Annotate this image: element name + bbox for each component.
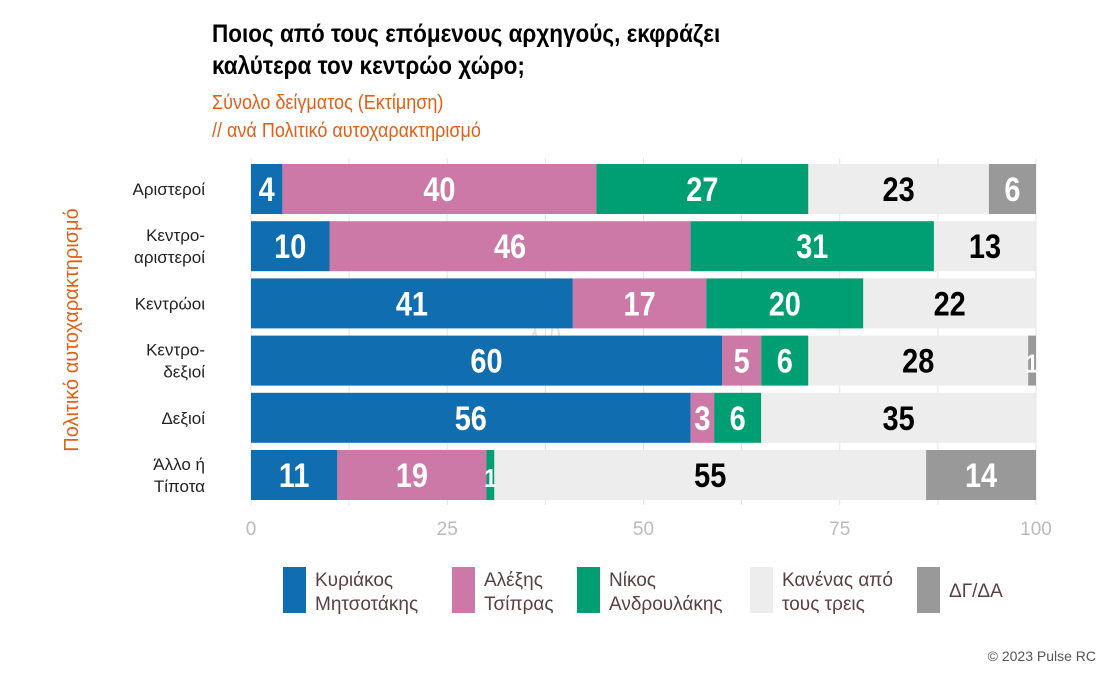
- legend-label: Μητσοτάκης: [315, 594, 418, 615]
- category-label: Κεντρώοι: [135, 294, 206, 313]
- category-label: Δεξιοί: [161, 409, 205, 428]
- x-tick-label: 0: [246, 519, 257, 540]
- legend-label: Νίκος: [609, 570, 656, 591]
- bar-segment: [251, 392, 691, 443]
- bar-segment: [251, 335, 722, 386]
- bar-segment: [714, 392, 762, 443]
- bar-segment: [494, 450, 927, 500]
- legend-label: τους τρεις: [782, 594, 865, 615]
- bar-segment: [690, 221, 934, 272]
- bar-segment: [761, 335, 809, 386]
- data-label: 3: [694, 399, 710, 438]
- bar-segment: [251, 221, 330, 272]
- legend-swatch: [750, 567, 773, 613]
- data-label: 23: [883, 170, 915, 209]
- category-label: Κεντρο-: [146, 226, 205, 245]
- x-tick-label: 100: [1020, 519, 1052, 540]
- bar-segment: [706, 278, 864, 329]
- legend-swatch: [283, 567, 306, 613]
- legend-label: ΔΓ/ΔΑ: [949, 581, 1003, 602]
- legend-label: Κυριάκος: [315, 570, 393, 591]
- bar-segment: [596, 164, 809, 214]
- category-label: Τίποτα: [154, 477, 205, 496]
- title-line-1: Ποιος από τους επόμενους αρχηγούς, εκφρά…: [212, 20, 721, 48]
- x-tick-label: 25: [437, 519, 458, 540]
- data-label: 22: [934, 284, 966, 323]
- data-label: 40: [423, 170, 455, 209]
- y-axis-label: Πολιτικό αυτοχαρακτηρισμό: [61, 208, 83, 451]
- bar-segment: [761, 392, 1036, 443]
- data-label: 4: [259, 170, 275, 209]
- data-label: 56: [455, 399, 487, 438]
- bar-segment: [933, 221, 1036, 272]
- bar-segment: [722, 335, 762, 386]
- data-label: 55: [694, 456, 726, 495]
- legend-label: Τσίπρας: [484, 594, 554, 615]
- bar-segment: [251, 164, 283, 214]
- legend-label: Αλέξης: [484, 570, 543, 591]
- x-tick-label: 75: [829, 519, 850, 540]
- data-label: 27: [686, 170, 718, 209]
- bar-segment: [572, 278, 707, 329]
- data-label: 60: [470, 341, 502, 380]
- legend-label: Ανδρουλάκης: [609, 594, 723, 615]
- data-label: 5: [734, 341, 750, 380]
- bar-segment: [337, 450, 487, 500]
- bar-segment: [690, 392, 715, 443]
- data-label: 31: [796, 227, 828, 266]
- data-label: 11: [279, 456, 310, 495]
- category-label: δεξιοί: [163, 363, 205, 382]
- legend-swatch: [577, 567, 600, 613]
- copyright: © 2023 Pulse RC: [987, 648, 1096, 664]
- data-label: 17: [624, 284, 656, 323]
- legend-swatch: [452, 567, 475, 613]
- bar-segment: [926, 450, 1036, 500]
- category-label: Κεντρο-: [146, 341, 205, 360]
- title-line-2: καλύτερα τον κεντρώο χώρο;: [212, 52, 525, 80]
- data-label: 6: [777, 341, 793, 380]
- category-label: αριστεροί: [134, 248, 205, 267]
- bar-segment: [251, 278, 573, 329]
- data-label: 1: [484, 464, 496, 493]
- legend-label: Κανένας από: [782, 570, 893, 591]
- data-label: 35: [883, 399, 915, 438]
- bar-segment: [251, 450, 338, 500]
- data-label: 6: [730, 399, 746, 438]
- subtitle-line-1: Σύνολο δείγματος (Εκτίμηση): [212, 92, 444, 114]
- data-label: 46: [494, 227, 526, 266]
- bar-segment: [808, 164, 989, 214]
- bar-segment: [486, 450, 495, 500]
- subtitle-line-2: // ανά Πολιτικό αυτοχαρακτηρισμό: [212, 120, 481, 142]
- data-label: 1: [1026, 350, 1038, 379]
- chart-title: Ποιος από τους επόμενους αρχηγούς, εκφρά…: [212, 18, 720, 82]
- category-label: Αριστεροί: [133, 180, 206, 199]
- x-tick-label: 50: [633, 519, 654, 540]
- bar-segment: [863, 278, 1036, 329]
- bar-segment: [1028, 335, 1036, 386]
- data-label: 19: [396, 456, 428, 495]
- data-label: 6: [1004, 170, 1020, 209]
- bar-segment: [988, 164, 1036, 214]
- data-label: 20: [769, 284, 801, 323]
- bar-segment: [329, 221, 691, 272]
- legend-swatch: [917, 567, 940, 613]
- bar-segment: [282, 164, 597, 214]
- bar-segment: [808, 335, 1029, 386]
- data-label: 28: [902, 341, 934, 380]
- data-label: 10: [274, 227, 306, 266]
- data-label: 13: [969, 227, 1001, 266]
- data-label: 14: [965, 456, 998, 495]
- category-label: Άλλο ή: [153, 455, 205, 474]
- data-label: 41: [396, 284, 428, 323]
